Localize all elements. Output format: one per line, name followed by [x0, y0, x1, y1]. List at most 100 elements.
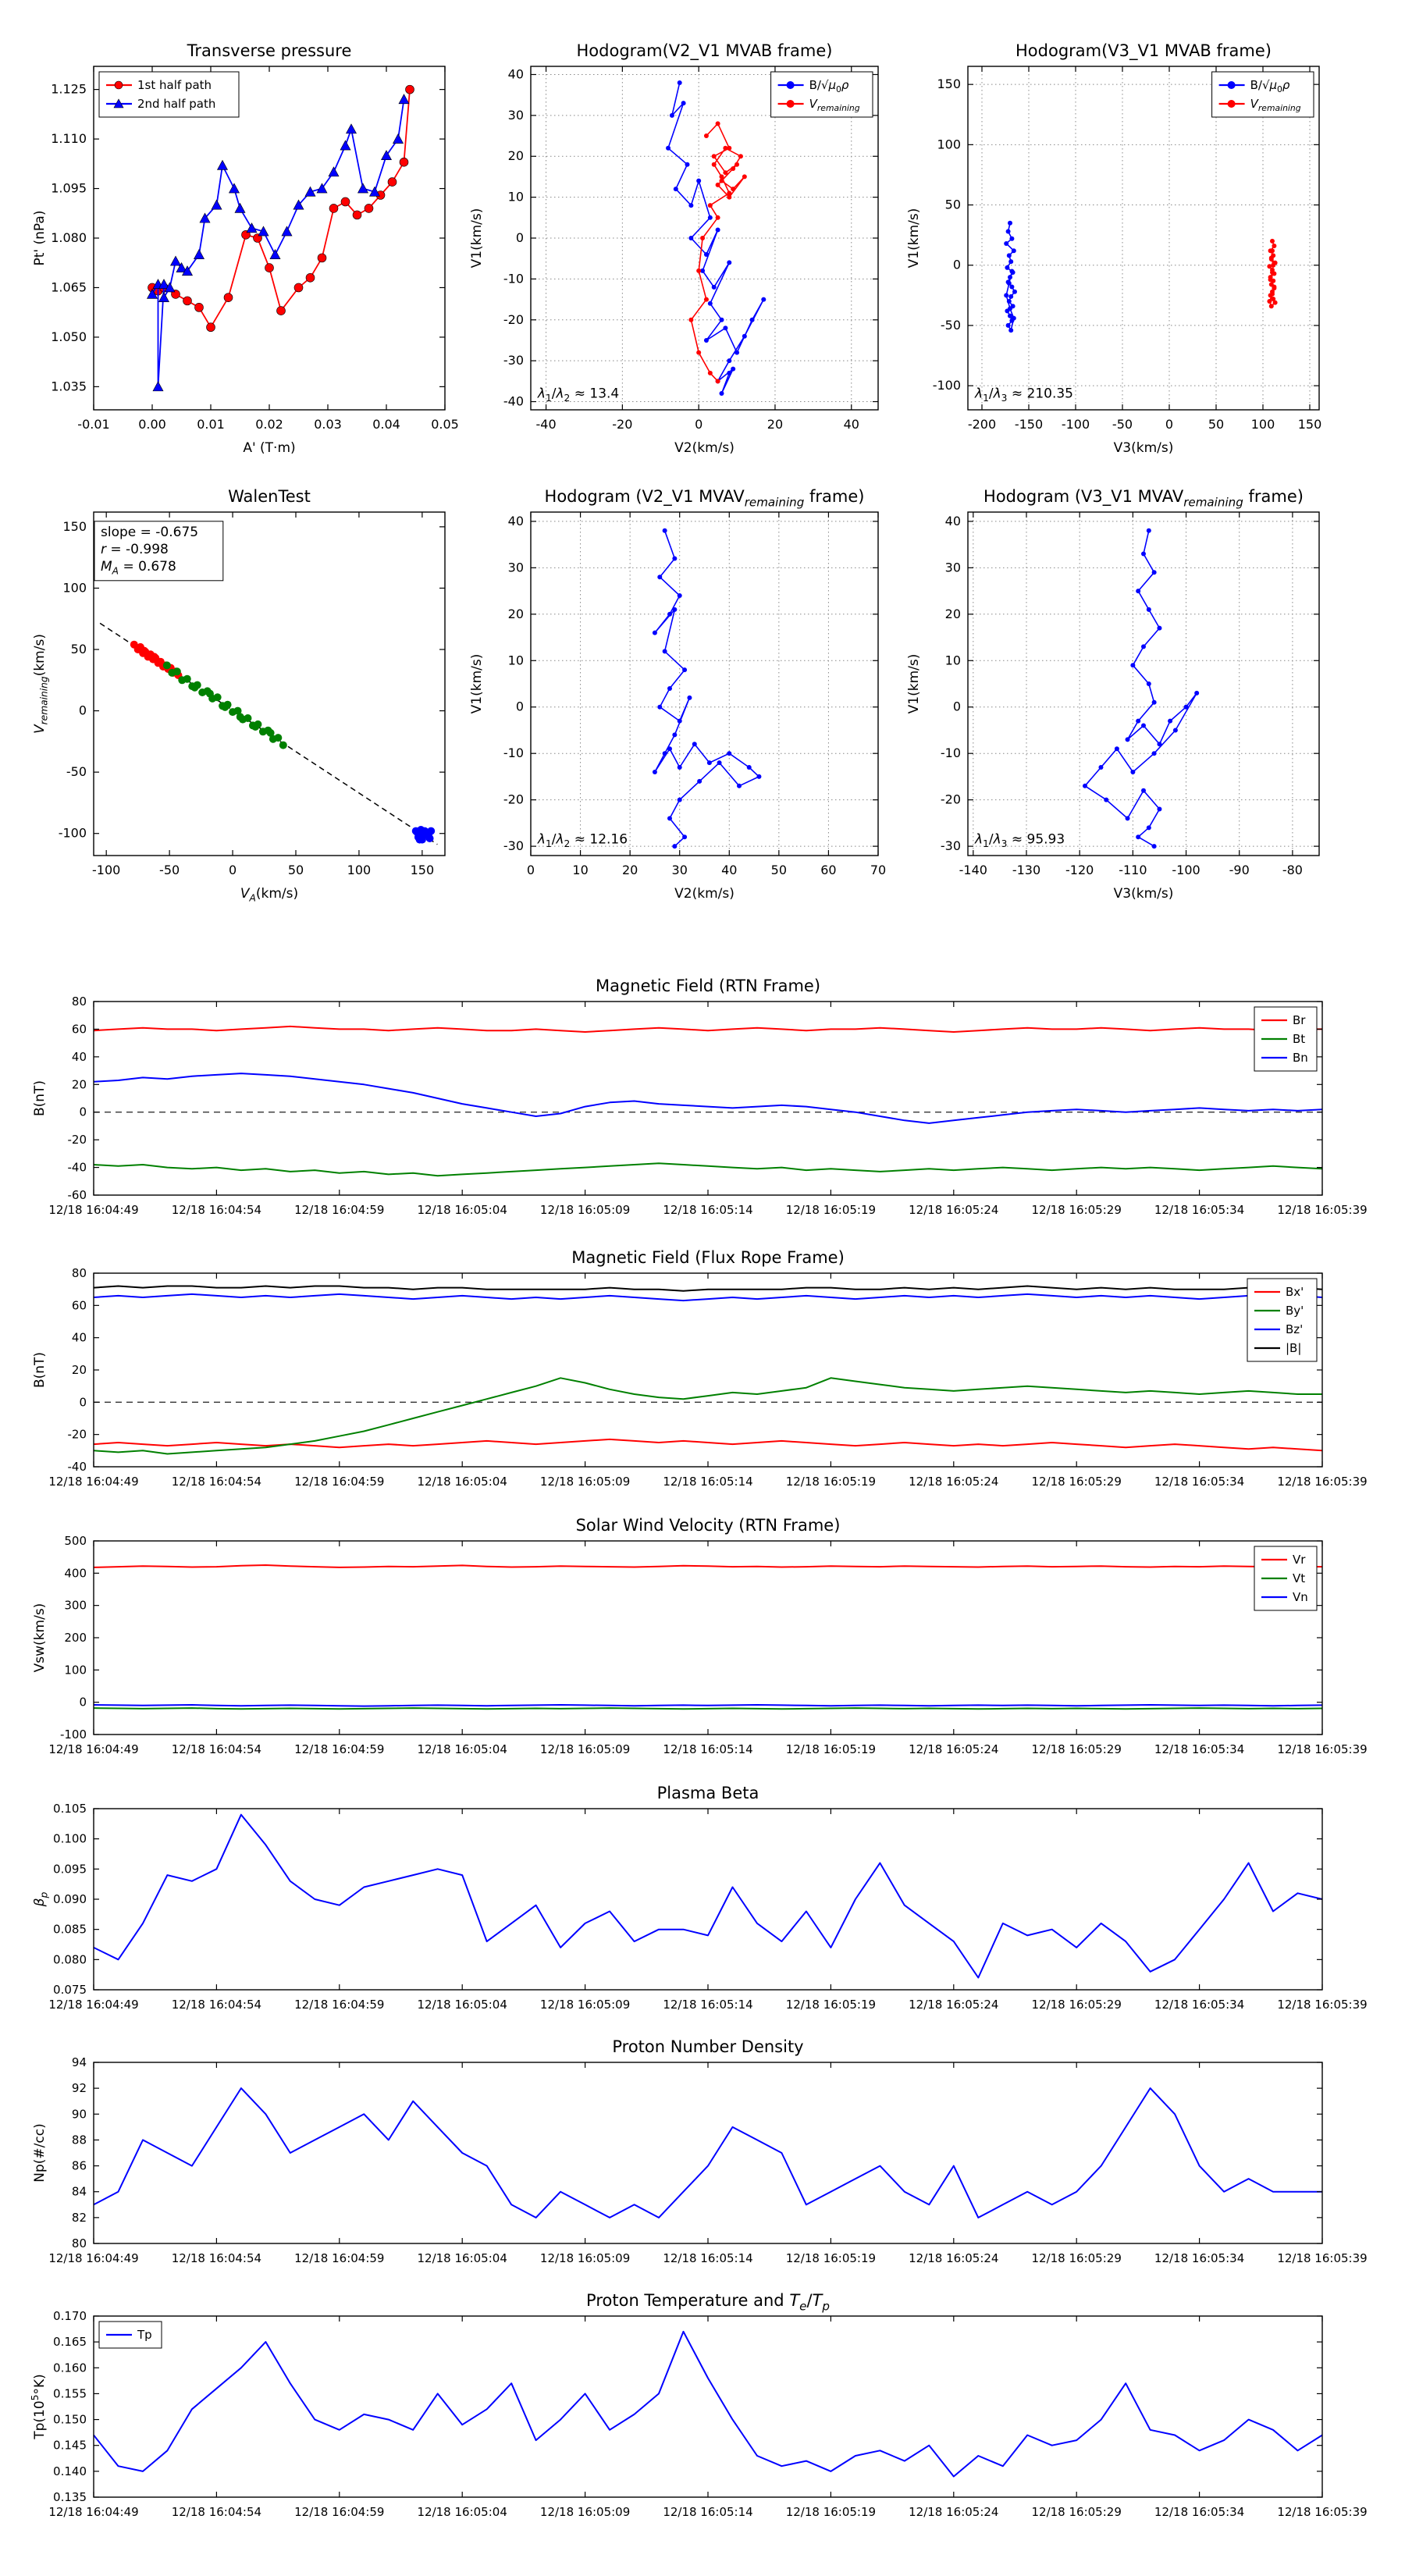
legend-label: B/√μ0ρ [809, 78, 849, 94]
x-tick-label: 12/18 16:05:04 [418, 1998, 507, 2012]
y-tick-label: 0.085 [53, 1923, 87, 1937]
x-tick-label: 12/18 16:04:59 [294, 2251, 384, 2265]
annotation: λ1/λ2 ≈ 12.16 [537, 832, 628, 850]
x-tick-label: 0.02 [255, 417, 283, 432]
x-tick-label: 12/18 16:04:49 [48, 1998, 138, 2012]
y-tick-label: 10 [508, 653, 524, 667]
x-tick-label: 40 [721, 863, 737, 877]
x-tick-label: -90 [1229, 863, 1250, 877]
y-tick-label: 1.080 [51, 230, 87, 245]
x-tick-label: 12/18 16:05:39 [1277, 1203, 1367, 1217]
x-tick-label: 12/18 16:05:29 [1032, 1998, 1122, 2012]
legend-label: Bx' [1286, 1285, 1304, 1299]
y-tick-label: -50 [941, 318, 961, 333]
y-tick-label: 10 [945, 653, 961, 667]
y-tick-label: -10 [503, 745, 524, 760]
chart-title: Hodogram (V2_V1 MVAVremaining frame) [545, 487, 865, 510]
y-tick-label: 1.110 [51, 131, 87, 146]
x-tick-label: -200 [968, 417, 996, 432]
y-tick-label: 20 [508, 148, 524, 163]
x-tick-label: 12/18 16:05:29 [1032, 1475, 1122, 1489]
x-tick-label: 0.01 [197, 417, 225, 432]
x-tick-label: 12/18 16:05:29 [1032, 1203, 1122, 1217]
y-axis-label: Tp(105°K) [30, 2374, 48, 2440]
y-tick-label: -10 [941, 745, 961, 760]
x-tick-label: 12/18 16:05:34 [1154, 2505, 1244, 2519]
chart-title: Magnetic Field (Flux Rope Frame) [571, 1248, 845, 1267]
x-tick-label: 12/18 16:05:04 [418, 1203, 507, 1217]
x-tick-label: 0.04 [372, 417, 400, 432]
legend: Br Bt Bn [1254, 1006, 1318, 1072]
x-tick-label: 12/18 16:05:24 [909, 2251, 998, 2265]
chart-np: 12/18 16:04:49 12/18 16:04:54 12/18 16:04:… [32, 2037, 1368, 2265]
chart-transverse-pressure: -0.01 0.00 0.01 0.02 0.03 0.04 0.05 1.035 1.050 1… [32, 41, 459, 456]
series-first-half-path [148, 84, 414, 333]
legend-label: Vt [1293, 1571, 1305, 1585]
y-tick-label: -20 [503, 312, 524, 327]
x-tick-label: 60 [820, 863, 836, 877]
y-axis-label: βp [32, 1891, 50, 1907]
x-tick-label: 12/18 16:05:09 [540, 1742, 630, 1756]
y-tick-label: 100 [937, 137, 961, 151]
x-tick-label: 12/18 16:05:34 [1154, 1998, 1244, 2012]
x-tick-label: 12/18 16:05:19 [786, 1203, 876, 1217]
y-tick-label: 82 [72, 2211, 87, 2225]
x-axis-label: V2(km/s) [674, 886, 735, 902]
y-axis-label: V1(km/s) [469, 208, 485, 269]
x-axis-label: VA(km/s) [240, 886, 298, 904]
chart-mag-fluxrope: 12/18 16:04:49 12/18 16:04:54 12/18 16:04:… [32, 1248, 1368, 1489]
legend: Vr Vt Vn [1254, 1546, 1318, 1611]
x-tick-label: 12/18 16:04:54 [172, 1475, 261, 1489]
y-tick-label: 20 [72, 1077, 87, 1091]
annotation: MA = 0.678 [101, 559, 176, 577]
series-Vn [93, 1704, 1323, 1707]
x-tick-label: 12/18 16:05:14 [663, 2251, 752, 2265]
plot-area [94, 2062, 1322, 2243]
chart-tp: 12/18 16:04:49 12/18 16:04:54 12/18 16:04:… [30, 2291, 1368, 2519]
y-tick-label: -100 [933, 378, 961, 393]
x-tick-label: 12/18 16:05:29 [1032, 2251, 1122, 2265]
y-tick-label: 1.125 [51, 82, 87, 97]
x-tick-label: 12/18 16:04:54 [172, 1203, 261, 1217]
series-Bn [93, 1073, 1323, 1124]
chart-title: Hodogram (V3_V1 MVAVremaining frame) [984, 487, 1304, 510]
legend-label: Vremaining [1250, 97, 1301, 113]
chart-hodogram-v3v1-mvab: -200 -150 -100 -50 0 50 100 150 -100 -50 0 50 100 150… [906, 41, 1321, 456]
annotation: r = -0.998 [101, 542, 169, 557]
x-tick-label: 12/18 16:05:24 [909, 1203, 998, 1217]
y-tick-label: 0 [516, 699, 524, 714]
plot-area [94, 1541, 1322, 1735]
series-middle-segment-points [162, 661, 287, 749]
x-tick-label: 12/18 16:05:39 [1277, 1998, 1367, 2012]
series-hodogram-trace [1083, 528, 1200, 849]
y-tick-label: 20 [72, 1363, 87, 1377]
legend-label: Bz' [1286, 1322, 1303, 1336]
series-v-remaining [688, 121, 747, 384]
y-tick-label: -50 [66, 764, 87, 779]
series-B-magnitude [93, 1285, 1323, 1292]
axes-frame [967, 66, 1320, 411]
y-tick-label: 0.095 [53, 1862, 87, 1876]
y-tick-label: 50 [945, 197, 961, 212]
y-axis-label: B(nT) [32, 1352, 48, 1388]
x-tick-label: 12/18 16:05:19 [786, 1475, 876, 1489]
x-tick-label: 12/18 16:05:14 [663, 1475, 752, 1489]
y-tick-label: 150 [937, 76, 961, 91]
annotation: slope = -0.675 [101, 525, 198, 540]
legend: Tp [98, 2321, 162, 2349]
y-tick-label: 300 [64, 1599, 87, 1613]
x-tick-label: 12/18 16:05:09 [540, 1998, 630, 2012]
legend-label: 2nd half path [137, 97, 215, 111]
plot-area [94, 2316, 1322, 2497]
y-tick-label: -60 [68, 1188, 87, 1202]
x-tick-label: 12/18 16:04:59 [294, 1475, 384, 1489]
legend-label: Vr [1293, 1553, 1306, 1567]
y-tick-label: 30 [508, 560, 524, 575]
y-tick-label: 0.090 [53, 1892, 87, 1906]
y-tick-label: 60 [72, 1022, 87, 1036]
chart-title: Transverse pressure [187, 41, 352, 60]
y-tick-label: 30 [945, 560, 961, 575]
x-tick-label: 100 [347, 863, 372, 877]
x-tick-label: -80 [1282, 863, 1303, 877]
x-tick-label: 12/18 16:05:19 [786, 2505, 876, 2519]
